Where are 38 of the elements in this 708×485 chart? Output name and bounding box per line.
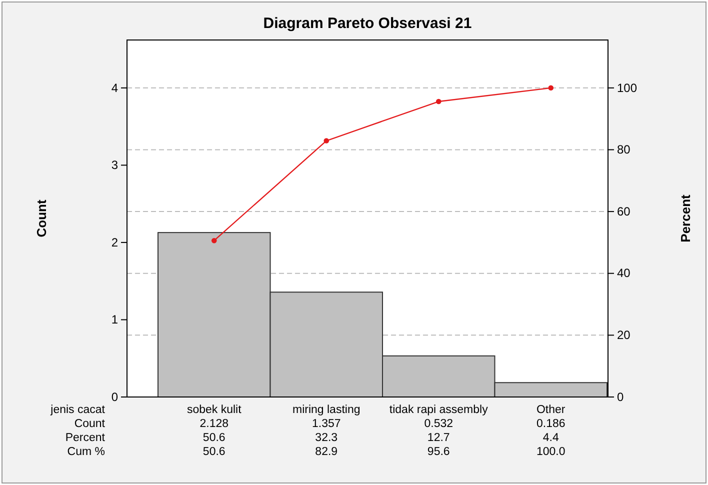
text: 12.7 bbox=[427, 432, 450, 444]
data-label: 50.6 bbox=[202, 446, 226, 458]
y2-tick-label: 0 bbox=[617, 390, 624, 404]
y-tick-label: 0 bbox=[111, 390, 118, 404]
data-label: 2.128 bbox=[200, 418, 229, 430]
y2-tick-label: 60 bbox=[617, 204, 631, 218]
point bbox=[548, 85, 554, 91]
point bbox=[436, 98, 442, 104]
text: 4.4 bbox=[542, 432, 560, 444]
data-label: 100.0 bbox=[536, 446, 566, 458]
y-axis-title: Count bbox=[34, 199, 49, 238]
data-label: 82.9 bbox=[315, 446, 338, 458]
y2-tick-label: 100 bbox=[617, 80, 638, 95]
x-axis-title: jenis cacat bbox=[50, 404, 106, 416]
y2-tick-label: 40 bbox=[617, 266, 631, 280]
y2-tick-label: 20 bbox=[617, 328, 631, 342]
chart-title: Diagram Pareto Observasi 21 bbox=[263, 15, 472, 32]
text: 32.3 bbox=[315, 432, 338, 444]
y-tick-label: 3 bbox=[111, 158, 118, 172]
data-label: 0.186 bbox=[536, 418, 566, 430]
x-tick-label: Other bbox=[536, 404, 566, 416]
y-tick-label: 4 bbox=[111, 80, 118, 95]
text: 50.6 bbox=[202, 432, 226, 444]
point bbox=[324, 138, 330, 144]
x-tick-label: tidak rapi assembly bbox=[389, 404, 488, 416]
x-tick-label: sobek kulit bbox=[186, 404, 242, 416]
point bbox=[211, 238, 217, 244]
y2-tick-label: 80 bbox=[617, 142, 631, 157]
x-tick-label: miring lasting bbox=[292, 404, 360, 416]
y-tick-label: 1 bbox=[111, 312, 118, 327]
data-label: 95.6 bbox=[427, 446, 450, 458]
data-label: 1.357 bbox=[312, 418, 341, 430]
y-tick-label: 2 bbox=[111, 235, 118, 250]
y2-axis-title: Percent bbox=[678, 194, 693, 242]
text: Count bbox=[74, 418, 106, 430]
data-label: 0.532 bbox=[424, 418, 454, 430]
text: Cum % bbox=[67, 446, 105, 458]
text: Percent bbox=[65, 432, 106, 444]
